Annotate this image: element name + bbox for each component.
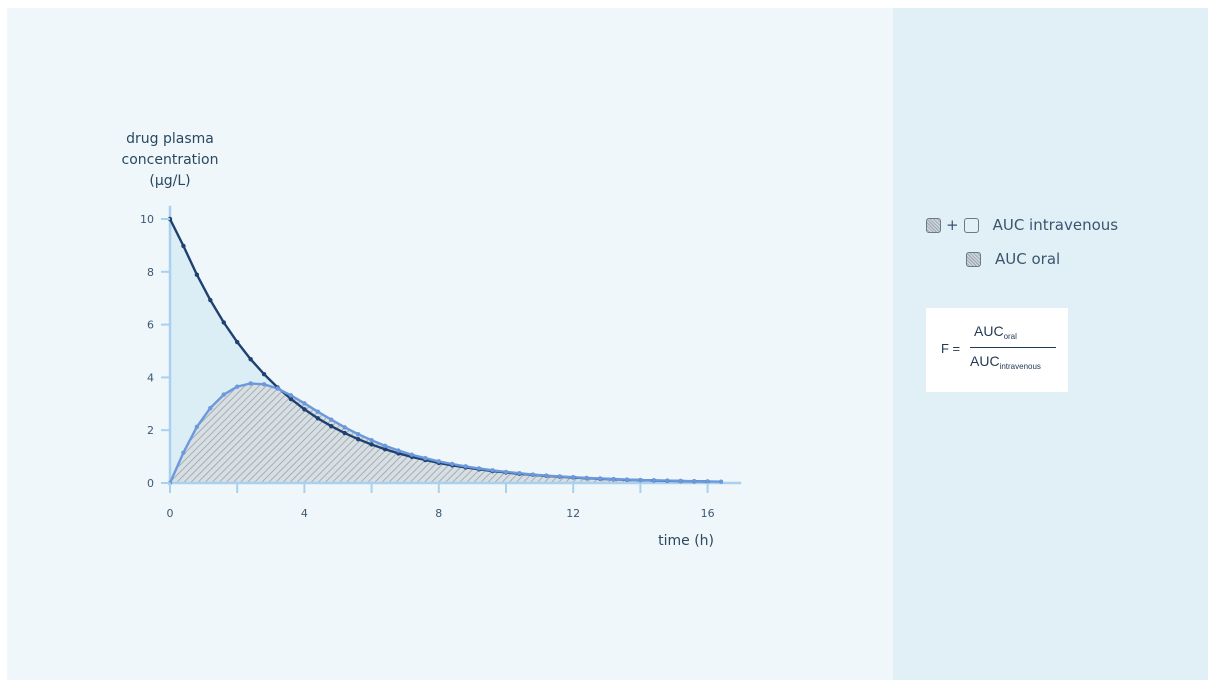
formula-numerator: AUCoral [974, 323, 1017, 341]
intravenous-point [302, 407, 307, 412]
x-tick-label: 0 [167, 507, 174, 520]
intravenous-point [221, 320, 226, 325]
oral-point [638, 477, 643, 483]
oral-point [208, 405, 213, 411]
oral-point [396, 448, 401, 453]
intravenous-point [329, 424, 334, 429]
formula-denominator: AUCintravenous [970, 353, 1041, 371]
intravenous-point [194, 272, 200, 277]
x-tick-label: 8 [435, 507, 442, 520]
legend-label-oral: AUC oral [995, 250, 1061, 268]
fraction-bar [970, 347, 1056, 348]
x-tick-label: 16 [701, 507, 715, 520]
y-tick-label: 4 [147, 371, 154, 384]
intravenous-point [315, 416, 321, 421]
legend-label-intravenous: AUC intravenous [992, 216, 1119, 234]
oral-point [665, 478, 670, 483]
y-axis-title-line-3: (µg/L) [149, 173, 190, 189]
intravenous-point [369, 442, 374, 447]
legend-item-oral: AUC oral [966, 248, 1060, 270]
oral-point [436, 459, 441, 464]
y-tick-label: 6 [147, 319, 154, 332]
numerator-subscript: oral [1003, 332, 1017, 341]
oral-point [369, 438, 374, 443]
hatched-square-icon [926, 217, 941, 233]
oral-point [718, 479, 724, 484]
oral-point [248, 381, 253, 386]
oral-point [544, 473, 549, 478]
oral-point [517, 471, 522, 476]
denominator-text: AUC [970, 353, 1000, 369]
oral-points [167, 381, 724, 486]
oral-point [463, 464, 468, 469]
empty-square-icon [963, 217, 979, 233]
hatched-square-icon [966, 251, 981, 267]
oral-point [181, 450, 186, 455]
oral-point [490, 468, 495, 473]
oral-point [423, 455, 428, 461]
intravenous-point [342, 430, 347, 436]
formula-lhs: F = [941, 341, 961, 356]
oral-point [261, 382, 267, 387]
denominator-subscript: intravenous [999, 362, 1041, 371]
intravenous-point [181, 243, 186, 249]
oral-point [329, 417, 334, 422]
oral-point [450, 461, 455, 467]
oral-point [288, 393, 294, 398]
oral-point [382, 443, 388, 448]
bioavailability-formula: F = AUCoral AUCintravenous [926, 308, 1068, 392]
intravenous-point [248, 356, 253, 362]
auc-oral-area [170, 383, 722, 483]
x-tick-label: 12 [566, 507, 580, 520]
numerator-text: AUC [974, 323, 1004, 339]
y-tick-label: 10 [140, 213, 154, 226]
oral-point [302, 401, 307, 406]
oral-curve [168, 382, 722, 484]
intravenous-point [382, 447, 388, 452]
oral-point [275, 386, 280, 391]
intravenous-point [208, 297, 213, 303]
y-tick-label: 8 [147, 266, 154, 279]
oral-point [315, 409, 321, 414]
oral-point [557, 474, 562, 479]
oral-point [571, 474, 576, 480]
oral-point [678, 478, 683, 484]
legend-plus: + [946, 216, 959, 234]
chart-panel [7, 8, 893, 680]
y-tick-label: 2 [147, 424, 154, 437]
oral-point [624, 477, 630, 482]
oral-point [476, 466, 482, 471]
oral-point [235, 384, 240, 389]
oral-point [342, 425, 347, 430]
x-tick-label: 4 [301, 507, 308, 520]
x-axis-title: time (h) [658, 533, 714, 549]
intravenous-point [261, 372, 267, 377]
oral-point [194, 424, 200, 429]
intravenous-point [288, 396, 294, 402]
y-axis-title-line-2: concentration [122, 152, 219, 168]
oral-point [584, 475, 589, 481]
oral-point [651, 478, 657, 483]
oral-point [221, 392, 226, 397]
oral-point [503, 469, 509, 475]
oral-point [691, 478, 697, 484]
oral-point [611, 476, 616, 482]
oral-point [597, 476, 603, 481]
pk-chart: 0 4 8 12 16 0 2 4 6 8 10 drug plasma concentration… [122, 131, 742, 549]
oral-point [705, 479, 710, 484]
intravenous-point [355, 436, 361, 442]
y-axis-title-line-1: drug plasma [126, 131, 214, 147]
y-tick-label: 0 [147, 477, 154, 490]
intravenous-point [235, 339, 240, 345]
oral-point [355, 431, 361, 437]
oral-point [409, 452, 415, 457]
oral-point [530, 472, 536, 477]
legend-item-intravenous: + AUC intravenous [926, 214, 1118, 236]
